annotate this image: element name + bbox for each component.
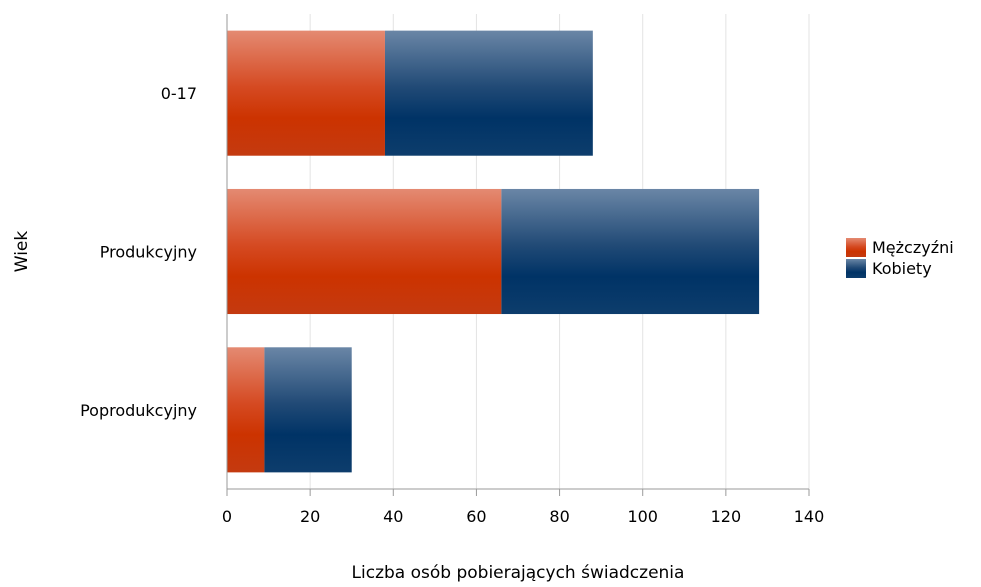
y-tick-label: Poprodukcyjny xyxy=(80,401,197,420)
bar-women-0 xyxy=(384,30,593,156)
x-tick-label: 80 xyxy=(549,507,569,526)
bar-women-1 xyxy=(501,188,760,315)
x-tick-label: 100 xyxy=(627,507,658,526)
bar-women-2 xyxy=(264,347,352,473)
legend-label-women: Kobiety xyxy=(872,259,932,278)
x-axis-title: Liczba osób pobierających świadczenia xyxy=(352,563,685,583)
bar-men-2 xyxy=(227,347,265,473)
bar-men-0 xyxy=(227,30,385,156)
y-tick-label: Produkcyjny xyxy=(100,243,197,262)
legend-swatch-men xyxy=(846,238,866,257)
bar-men-1 xyxy=(227,188,502,315)
legend-swatch-women xyxy=(846,259,866,278)
x-tick-label: 140 xyxy=(794,507,825,526)
bars xyxy=(227,30,760,473)
x-axis-ticks: 0 20 40 60 80 100 120 140 xyxy=(222,489,824,526)
legend-label-men: Mężczyźni xyxy=(872,238,954,257)
x-tick-label: 0 xyxy=(222,507,232,526)
y-axis-ticks: 0-17 Produkcyjny Poprodukcyjny xyxy=(80,84,197,420)
x-tick-label: 40 xyxy=(383,507,403,526)
y-tick-label: 0-17 xyxy=(161,84,197,103)
x-tick-label: 120 xyxy=(711,507,742,526)
legend: Mężczyźni Kobiety xyxy=(846,238,954,278)
x-tick-label: 20 xyxy=(300,507,320,526)
y-axis-title: Wiek xyxy=(12,231,32,273)
x-tick-label: 60 xyxy=(466,507,486,526)
